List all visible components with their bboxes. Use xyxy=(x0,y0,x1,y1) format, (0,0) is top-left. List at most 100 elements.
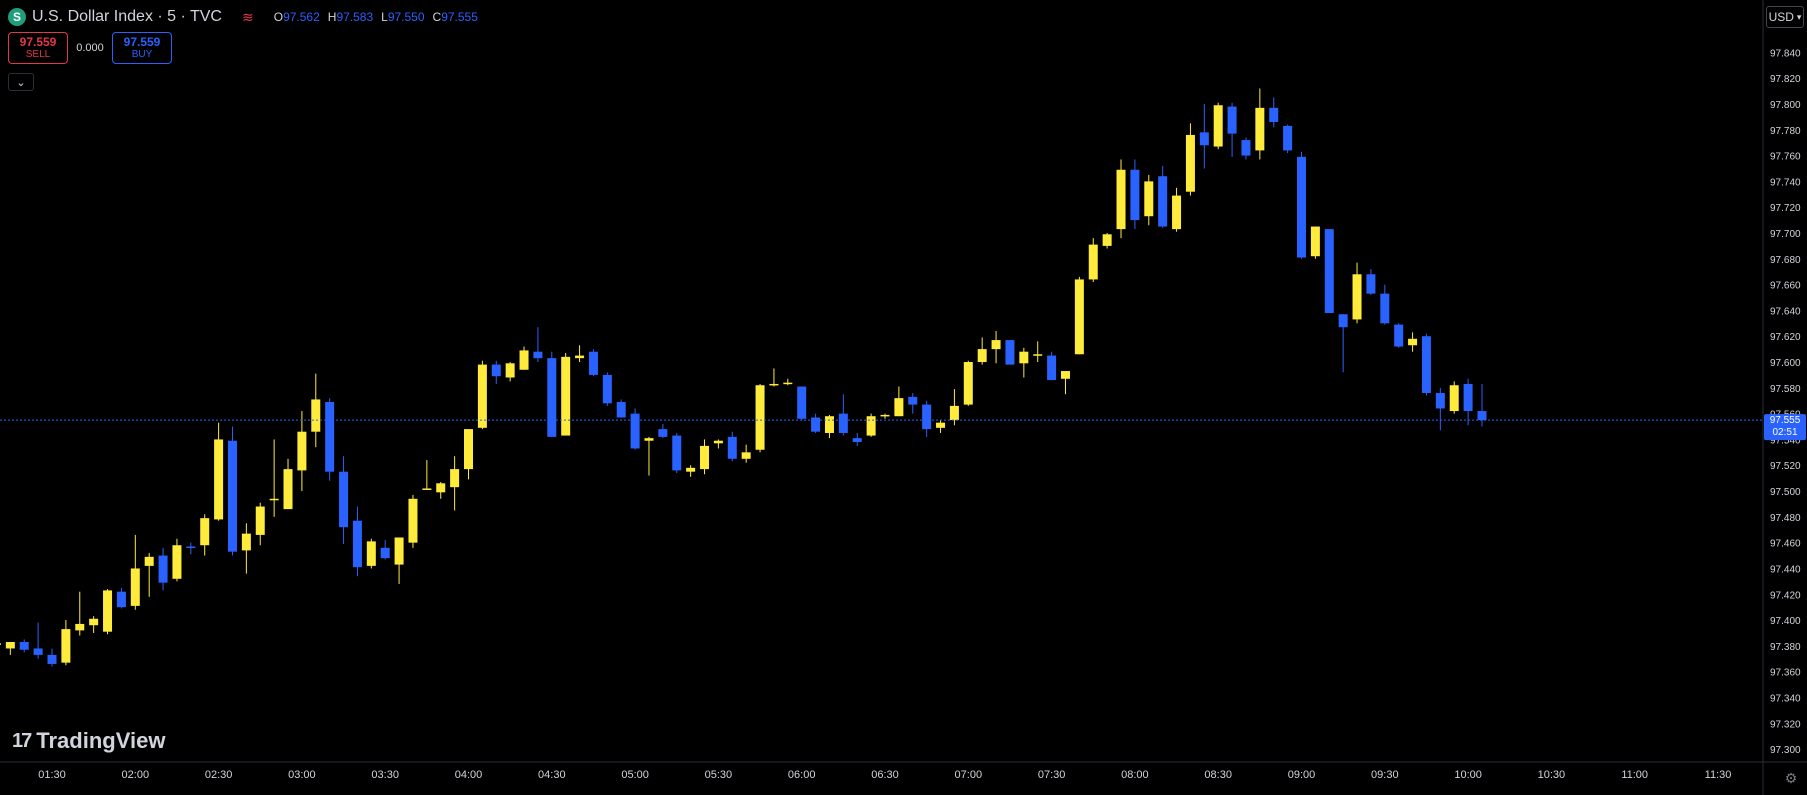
candle-body xyxy=(1144,181,1154,217)
candles-layer xyxy=(0,88,1487,667)
candle-body xyxy=(283,469,293,510)
candle-body xyxy=(769,383,779,386)
settings-gear-icon[interactable]: ⚙ xyxy=(1784,769,1798,786)
chevron-down-icon: ▾ xyxy=(1796,11,1802,22)
time-tick-label: 04:30 xyxy=(538,769,566,781)
candle-body xyxy=(505,363,515,378)
candle-body xyxy=(588,351,598,375)
price-tick-label: 97.440 xyxy=(1770,564,1801,575)
ohlc-close: C97.555 xyxy=(432,10,478,24)
candle-body xyxy=(227,440,237,552)
candle-body xyxy=(1005,340,1015,365)
price-tick-label: 97.700 xyxy=(1770,229,1801,240)
candle-body xyxy=(1088,244,1098,280)
candle-body xyxy=(755,385,765,450)
tradingview-logo[interactable]: 17 TradingView xyxy=(12,728,165,754)
candle-body xyxy=(1213,105,1223,147)
candle-body xyxy=(0,643,1,645)
price-axis[interactable]: 97.840 97.820 97.800 97.780 97.760 97.740 97.7… xyxy=(1770,48,1801,756)
candle-body xyxy=(866,416,876,436)
price-tick-label: 97.340 xyxy=(1770,693,1801,704)
candle-body xyxy=(686,467,696,472)
price-label-price: 97.555 xyxy=(1770,415,1801,426)
time-tick-label: 06:00 xyxy=(788,769,816,781)
time-tick-label: 05:00 xyxy=(621,769,649,781)
time-tick-label: 11:30 xyxy=(1705,769,1732,781)
candle-body xyxy=(339,471,349,528)
price-tick-label: 97.660 xyxy=(1770,281,1801,292)
candle-body xyxy=(561,356,571,436)
candle-body xyxy=(1158,176,1168,227)
tradingview-mark-icon: 17 xyxy=(12,729,32,752)
sell-label: SELL xyxy=(25,49,51,60)
candle-body xyxy=(880,414,890,417)
symbol-title[interactable]: U.S. Dollar Index · 5 · TVC xyxy=(32,8,222,25)
candle-body xyxy=(19,642,29,650)
ohlc-open: O97.562 xyxy=(273,10,320,24)
candle-body xyxy=(103,590,113,632)
candle-body xyxy=(1310,226,1320,257)
candle-body xyxy=(464,429,473,470)
candle-body xyxy=(380,547,390,559)
candle-body xyxy=(1241,140,1251,156)
currency-selector[interactable]: USD ▾ xyxy=(1766,6,1804,28)
buy-button[interactable]: 97.559 BUY xyxy=(112,32,172,64)
time-axis[interactable]: 01:30 02:00 02:30 03:00 03:30 04:00 04:30 05:00… xyxy=(38,769,1731,781)
candle-body xyxy=(1297,156,1306,258)
market-status-icon[interactable]: ≋ xyxy=(241,8,254,25)
candle-body xyxy=(5,642,15,649)
time-tick-label: 10:30 xyxy=(1538,769,1566,781)
candle-body xyxy=(47,654,57,664)
candle-body xyxy=(241,533,251,551)
candle-body xyxy=(477,364,487,428)
price-label-countdown: 02:51 xyxy=(1772,427,1797,438)
candle-body xyxy=(89,618,99,626)
candle-body xyxy=(1421,336,1431,393)
candle-body xyxy=(936,422,946,428)
candle-body xyxy=(1352,274,1362,320)
price-tick-label: 97.320 xyxy=(1770,719,1801,730)
candle-body xyxy=(33,648,43,655)
candle-body xyxy=(811,417,821,432)
candle-body xyxy=(75,623,85,631)
time-tick-label: 04:00 xyxy=(455,769,483,781)
price-label-box xyxy=(1764,414,1806,441)
candle-body xyxy=(297,431,307,471)
candle-body xyxy=(533,351,543,359)
time-tick-label: 01:30 xyxy=(38,769,66,781)
collapse-legend-button[interactable]: ⌄ xyxy=(8,73,34,91)
candle-body xyxy=(1394,324,1404,347)
candle-body xyxy=(1283,125,1293,151)
time-tick-label: 08:00 xyxy=(1121,769,1149,781)
candle-body xyxy=(1380,293,1390,324)
candle-body xyxy=(672,435,682,471)
candle-body xyxy=(255,506,265,535)
ohlc-high: H97.583 xyxy=(327,10,374,24)
price-tick-label: 97.640 xyxy=(1770,306,1801,317)
candle-body xyxy=(602,374,612,404)
currency-label: USD xyxy=(1768,10,1794,24)
price-tick-label: 97.600 xyxy=(1770,358,1801,369)
trade-buttons: 97.559 SELL 0.000 97.559 BUY xyxy=(8,32,172,64)
candle-body xyxy=(824,416,834,433)
price-tick-label: 97.380 xyxy=(1770,642,1801,653)
price-tick-label: 97.800 xyxy=(1770,100,1801,111)
candle-body xyxy=(963,362,973,405)
price-label: 97.555 02:51 xyxy=(1764,414,1806,441)
price-tick-label: 97.460 xyxy=(1770,539,1801,550)
candle-body xyxy=(1185,134,1195,192)
candle-body xyxy=(797,386,807,419)
price-tick-label: 97.620 xyxy=(1770,332,1801,343)
candle-body xyxy=(894,398,904,417)
candle-body xyxy=(644,438,654,441)
candle-body xyxy=(1116,169,1126,230)
candle-body xyxy=(991,340,1001,350)
candle-body xyxy=(1338,314,1348,328)
price-tick-label: 97.400 xyxy=(1770,616,1801,627)
sell-button[interactable]: 97.559 SELL xyxy=(8,32,68,64)
symbol-icon[interactable]: S xyxy=(8,8,26,26)
time-tick-label: 02:30 xyxy=(205,769,233,781)
candle-body xyxy=(1463,383,1473,412)
buy-price: 97.559 xyxy=(123,35,161,49)
